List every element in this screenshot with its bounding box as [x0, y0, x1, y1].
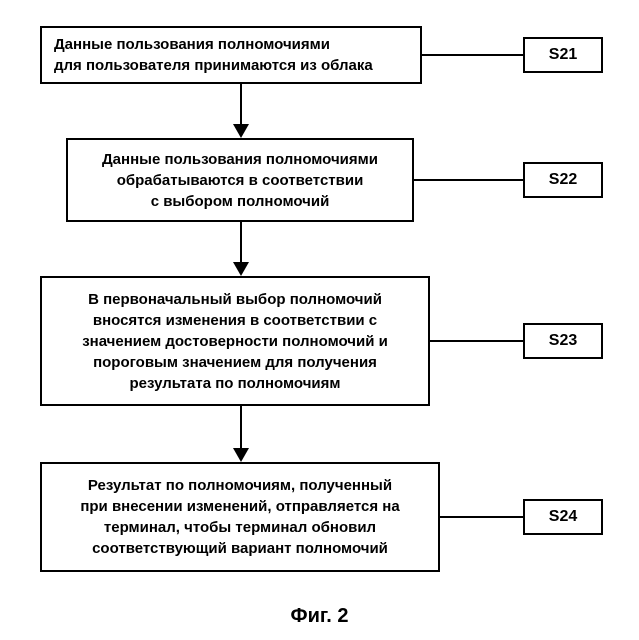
step-box-1: Данные пользования полномочиямидля польз…	[40, 26, 422, 84]
step-row-1: Данные пользования полномочиямидля польз…	[40, 26, 603, 84]
arrow-3	[240, 406, 242, 460]
arrow-2	[240, 222, 242, 274]
step-row-4: Результат по полномочиям, полученныйпри …	[40, 462, 603, 572]
step-label-1: S21	[523, 37, 603, 73]
connector-4	[440, 516, 523, 518]
step-label-2: S22	[523, 162, 603, 198]
connector-3	[430, 340, 523, 342]
step-row-2: Данные пользования полномочиямиобрабатыв…	[40, 138, 603, 222]
step-box-3: В первоначальный выбор полномочийвносятс…	[40, 276, 430, 406]
step-label-3: S23	[523, 323, 603, 359]
connector-2	[414, 179, 523, 181]
connector-1	[422, 54, 523, 56]
step-box-4: Результат по полномочиям, полученныйпри …	[40, 462, 440, 572]
arrow-1	[240, 84, 242, 136]
step-label-4: S24	[523, 499, 603, 535]
flowchart-container: Данные пользования полномочиямидля польз…	[0, 0, 639, 640]
figure-caption: Фиг. 2	[0, 605, 639, 628]
step-box-2: Данные пользования полномочиямиобрабатыв…	[66, 138, 414, 222]
step-row-3: В первоначальный выбор полномочийвносятс…	[40, 276, 603, 406]
